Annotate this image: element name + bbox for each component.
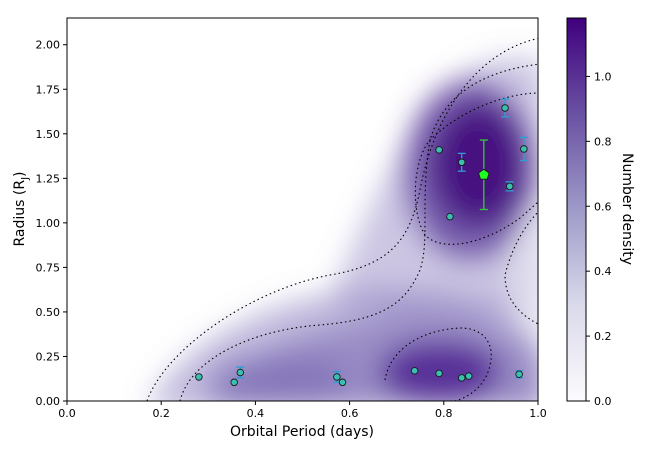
data-point [446,212,454,221]
y-tick-label: 1.75 [36,83,61,96]
data-point [333,373,341,381]
colorbar-ticks: 0.0 0.2 0.4 0.6 0.8 1.0 [586,70,612,408]
data-point [457,158,466,167]
scatter-points [195,98,528,387]
colorbar [566,17,587,402]
x-tick-label: 0.4 [247,407,265,420]
x-tick-label: 0.6 [341,407,359,420]
data-point [435,146,443,154]
data-point [410,366,419,375]
data-point [338,378,347,387]
y-tick-label: 1.25 [36,172,61,185]
x-tick-label: 0.0 [58,407,76,420]
y-axis-title-subscript: J [20,177,31,181]
y-tick-label: 0.00 [36,395,61,408]
y-tick-label: 1.00 [36,217,61,230]
y-tick-label: 2.00 [36,39,61,52]
data-point [435,369,443,378]
y-axis-title: Radius (RJ) [12,171,31,246]
data-point [465,372,473,380]
data-point [236,368,245,377]
data-point [457,374,466,382]
x-tick-label: 0.2 [152,407,170,420]
colorbar-tick-label: 0.6 [594,200,612,213]
data-point [195,373,203,381]
data-point [515,370,523,379]
y-tick-label: 0.25 [36,350,61,363]
x-axis-ticks: 0.0 0.2 0.4 0.6 0.8 1.0 [58,401,547,420]
data-point [230,378,238,387]
y-tick-label: 0.50 [36,306,61,319]
data-point [505,182,514,191]
x-tick-label: 1.0 [529,407,547,420]
density-contours [146,37,538,401]
data-point [501,104,509,112]
colorbar-tick-label: 0.4 [594,265,612,278]
y-tick-label: 0.75 [36,261,61,274]
y-axis-ticks: 0.00 0.25 0.50 0.75 1.00 1.25 1.50 1.75 2.00 [36,39,67,408]
highlighted-data-point [478,168,490,180]
colorbar-tick-label: 0.2 [594,330,612,343]
y-tick-label: 1.50 [36,128,61,141]
colorbar-title: Number density [619,153,635,265]
density-heatmap [67,18,538,401]
colorbar-tick-label: 0.0 [594,395,612,408]
x-axis-title: Orbital Period (days) [230,424,374,440]
colorbar-tick-label: 0.8 [594,135,612,148]
x-tick-label: 0.8 [435,407,453,420]
data-point [520,145,528,153]
colorbar-tick-label: 1.0 [594,70,612,83]
plot-frame [66,17,539,402]
